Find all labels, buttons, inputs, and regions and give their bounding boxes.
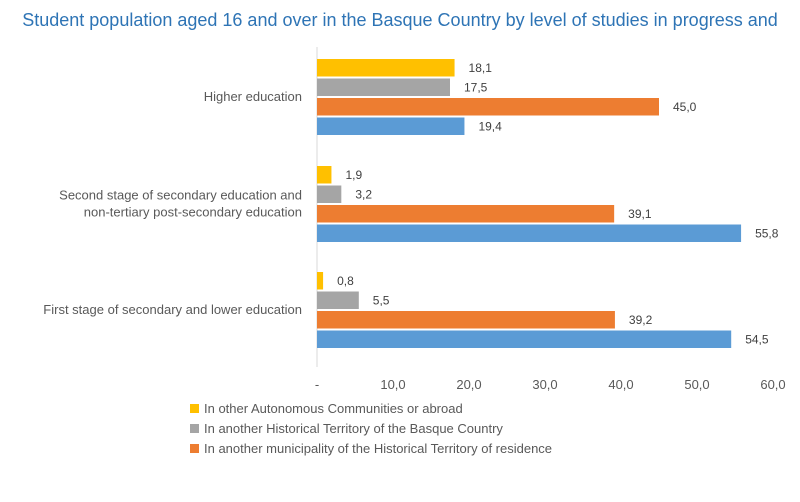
data-label: 0,8 bbox=[337, 274, 354, 288]
data-label: 17,5 bbox=[464, 80, 488, 94]
data-label: 18,1 bbox=[469, 61, 493, 75]
bar bbox=[317, 272, 324, 290]
data-label: 3,2 bbox=[355, 187, 372, 201]
legend-swatch bbox=[190, 403, 199, 413]
bar bbox=[317, 166, 332, 184]
bar bbox=[317, 291, 359, 309]
data-label: 55,8 bbox=[755, 226, 779, 240]
legend-item: In other Autonomous Communities or abroa… bbox=[190, 398, 552, 418]
x-tick-label: 60,0 bbox=[760, 377, 785, 392]
bar bbox=[317, 98, 659, 116]
bar-chart: Higher education 18,1 17,5 45,0 19,4 Second s… bbox=[43, 47, 786, 392]
category-label: non-tertiary post-secondary education bbox=[84, 205, 302, 220]
bar bbox=[317, 78, 450, 96]
legend-label: In another Historical Territory of the B… bbox=[204, 420, 503, 436]
bar bbox=[317, 117, 465, 135]
bar bbox=[317, 59, 455, 77]
bar bbox=[317, 185, 342, 203]
bar bbox=[317, 330, 732, 348]
bar bbox=[317, 205, 615, 223]
legend-item: In another Historical Territory of the B… bbox=[190, 418, 552, 438]
x-tick-label: 50,0 bbox=[684, 377, 709, 392]
bar bbox=[317, 224, 742, 242]
x-tick-label: 20,0 bbox=[456, 377, 481, 392]
chart-title: Student population aged 16 and over in t… bbox=[22, 10, 778, 30]
data-label: 54,5 bbox=[745, 332, 769, 346]
x-tick-label: 10,0 bbox=[380, 377, 405, 392]
data-label: 19,4 bbox=[478, 119, 502, 133]
category-label: First stage of secondary and lower educa… bbox=[43, 302, 302, 317]
category-label: Second stage of secondary education and bbox=[59, 188, 302, 203]
data-label: 39,1 bbox=[628, 207, 652, 221]
chart-legend: In other Autonomous Communities or abroa… bbox=[190, 398, 552, 458]
legend-label: In another municipality of the Historica… bbox=[204, 440, 553, 456]
x-tick-label: - bbox=[315, 377, 319, 392]
x-tick-label: 30,0 bbox=[532, 377, 557, 392]
legend-swatch bbox=[190, 443, 199, 453]
data-label: 39,2 bbox=[629, 313, 653, 327]
data-label: 45,0 bbox=[673, 100, 697, 114]
data-label: 1,9 bbox=[345, 168, 362, 182]
legend-item: In another municipality of the Historica… bbox=[190, 438, 552, 458]
x-tick-label: 40,0 bbox=[608, 377, 633, 392]
legend-swatch bbox=[190, 423, 199, 433]
legend-label: In other Autonomous Communities or abroa… bbox=[204, 400, 463, 416]
bar bbox=[317, 311, 615, 329]
data-label: 5,5 bbox=[373, 293, 390, 307]
category-label: Higher education bbox=[204, 89, 302, 104]
